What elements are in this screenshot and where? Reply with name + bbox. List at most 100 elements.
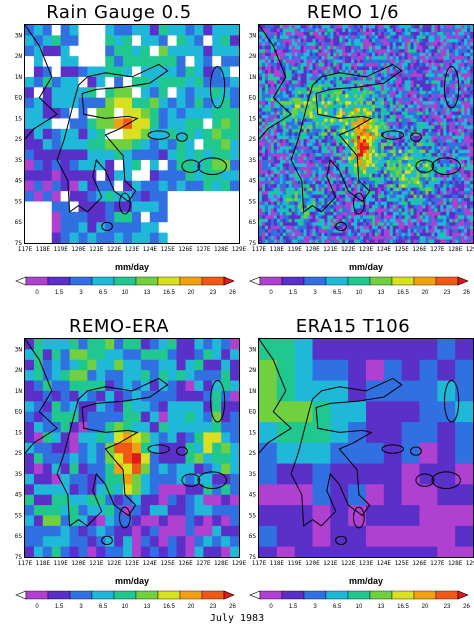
grid-cell	[395, 184, 400, 189]
grid-cell	[303, 204, 308, 209]
grid-cell	[297, 156, 302, 161]
grid-cell	[380, 159, 385, 164]
grid-cell	[185, 87, 195, 99]
grid-cell	[309, 236, 314, 241]
grid-cell	[404, 191, 409, 196]
grid-cell	[377, 166, 382, 171]
grid-cell	[339, 31, 343, 36]
grid-cell	[413, 56, 418, 61]
grid-cell	[383, 128, 388, 133]
grid-cell	[333, 132, 337, 137]
grid-cell	[374, 25, 379, 29]
grid-cell	[383, 25, 388, 29]
grid-cell	[297, 166, 302, 171]
grid-cell	[309, 28, 314, 33]
grid-cell	[324, 135, 328, 140]
grid-cell	[300, 90, 305, 95]
grid-cell	[212, 87, 222, 99]
grid-cell	[60, 87, 71, 99]
grid-cell	[452, 232, 456, 237]
grid-cell	[345, 76, 349, 81]
grid-cell	[360, 218, 364, 223]
grid-cell	[368, 114, 373, 119]
grid-cell	[330, 25, 334, 29]
grid-cell	[312, 139, 316, 144]
grid-cell	[419, 142, 423, 147]
grid-cell	[431, 170, 435, 175]
grid-cell	[395, 56, 400, 61]
grid-cell	[315, 80, 319, 85]
grid-cell	[437, 56, 441, 61]
grid-cell	[443, 180, 447, 185]
grid-cell	[230, 76, 239, 88]
grid-cell	[464, 128, 468, 133]
grid-cell	[440, 159, 444, 164]
grid-cell	[230, 222, 239, 234]
grid-cell	[261, 104, 266, 109]
grid-cell	[270, 132, 275, 137]
grid-cell	[327, 156, 331, 161]
grid-cell	[315, 59, 319, 64]
grid-cell	[464, 118, 468, 123]
grid-cell	[386, 225, 391, 230]
grid-cell	[392, 149, 397, 154]
grid-cell	[303, 90, 308, 95]
grid-cell	[345, 218, 349, 223]
grid-cell	[270, 135, 275, 140]
grid-cell	[449, 108, 453, 113]
grid-cell	[464, 108, 468, 113]
grid-cell	[276, 94, 281, 99]
grid-cell	[273, 104, 278, 109]
grid-cell	[398, 63, 403, 68]
grid-cell	[114, 76, 124, 88]
grid-cell	[398, 177, 403, 182]
grid-cell	[440, 204, 444, 209]
grid-cell	[176, 159, 186, 171]
grid-cell	[327, 52, 331, 57]
grid-cell	[288, 222, 293, 227]
grid-cell	[374, 142, 379, 147]
grid-cell	[366, 146, 370, 151]
grid-cell	[276, 108, 281, 113]
grid-cell	[333, 236, 337, 241]
grid-cell	[288, 177, 293, 182]
grid-cell	[285, 118, 290, 123]
grid-cell	[336, 211, 340, 216]
grid-cell	[386, 236, 391, 241]
grid-cell	[407, 218, 412, 223]
grid-cell	[371, 132, 376, 137]
grid-cell	[395, 73, 400, 78]
grid-cell	[279, 208, 284, 213]
grid-cell	[279, 90, 284, 95]
grid-cell	[267, 170, 272, 175]
grid-cell	[230, 170, 239, 182]
grid-cell	[392, 194, 397, 199]
grid-cell	[386, 149, 391, 154]
grid-cell	[357, 111, 361, 116]
grid-cell	[123, 159, 133, 171]
grid-cell	[327, 173, 331, 178]
panel-title-remo: REMO 1/6	[306, 2, 400, 23]
grid-cell	[336, 76, 340, 81]
grid-cell	[339, 42, 343, 47]
grid-cell	[458, 25, 462, 29]
grid-cell	[42, 108, 53, 119]
grid-cell	[96, 25, 106, 36]
grid-cell	[288, 139, 293, 144]
grid-cell	[342, 90, 346, 95]
grid-cell	[140, 87, 151, 99]
grid-cell	[87, 45, 97, 57]
grid-cell	[354, 149, 358, 154]
grid-cell	[303, 184, 308, 189]
grid-cell	[383, 83, 388, 88]
grid-cell	[377, 94, 382, 99]
grid-cell	[279, 108, 284, 113]
grid-cell	[446, 49, 450, 54]
grid-cell	[437, 38, 441, 43]
grid-cell	[285, 139, 290, 144]
grid-cell	[132, 87, 142, 99]
grid-cell	[279, 194, 284, 199]
grid-cell	[386, 38, 391, 43]
grid-cell	[464, 104, 468, 109]
grid-cell	[389, 42, 394, 47]
